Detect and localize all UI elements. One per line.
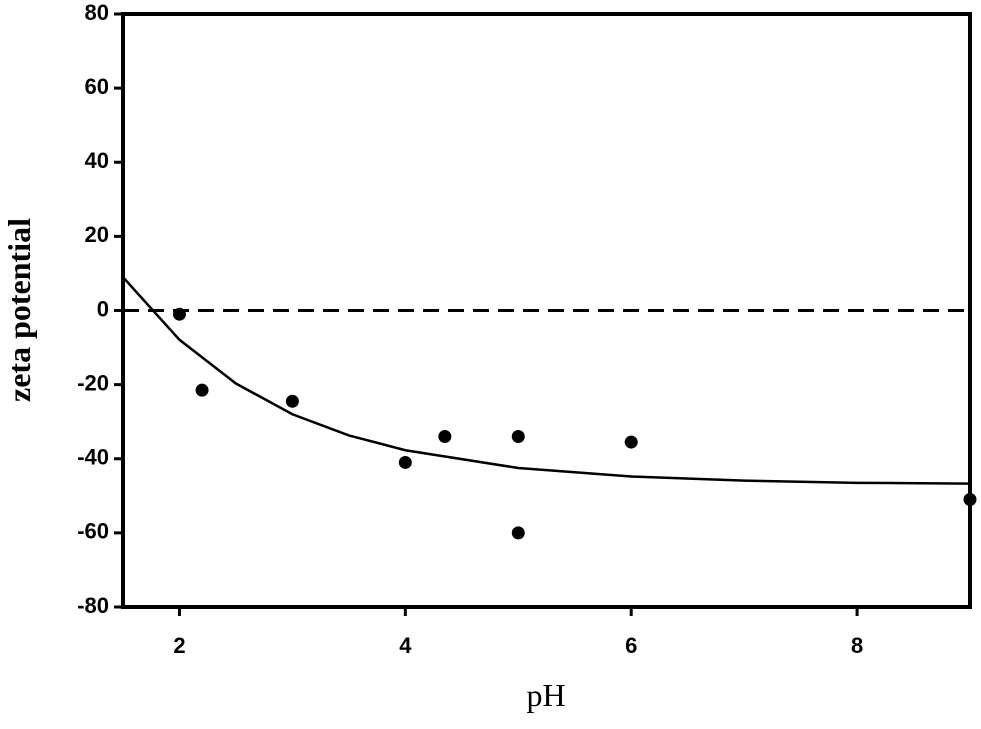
fit-curve	[122, 276, 971, 485]
data-point	[624, 435, 638, 449]
data-point	[195, 383, 209, 397]
y-tick-label: -60	[77, 519, 109, 544]
y-tick-label: -80	[77, 593, 109, 618]
y-tick-label: 0	[97, 296, 109, 321]
x-tick-label: 8	[851, 633, 863, 658]
x-tick-label: 4	[399, 633, 412, 658]
x-axis-title: pH	[526, 677, 565, 713]
y-axis-title: zeta potential	[1, 218, 37, 402]
y-tick-label: -20	[77, 370, 109, 395]
y-tick-label: 40	[85, 148, 109, 173]
y-tick-label: -40	[77, 445, 109, 470]
data-point	[398, 455, 412, 469]
y-tick-label: 80	[85, 0, 109, 25]
y-tick-label: 20	[85, 222, 109, 247]
plot-frame	[121, 12, 972, 609]
data-point	[285, 394, 299, 408]
x-tick-label: 6	[625, 633, 637, 658]
y-tick-label: 60	[85, 74, 109, 99]
data-point	[438, 430, 452, 444]
x-tick-label: 2	[173, 633, 185, 658]
data-point	[511, 430, 525, 444]
data-point	[511, 526, 525, 540]
data-point	[172, 307, 186, 321]
